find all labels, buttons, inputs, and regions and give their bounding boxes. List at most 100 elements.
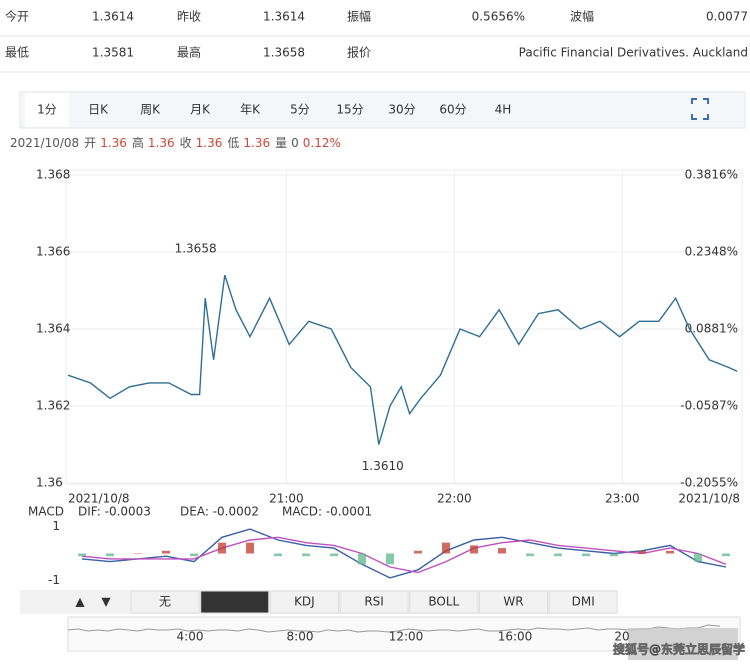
info-line: 2021/10/08 开 1.36 高 1.36 收 1.36 低 1.36 量 0 0.12%: [10, 135, 341, 150]
stat-value: 0.0077: [706, 10, 748, 24]
macd-bar: [274, 553, 282, 557]
tab[interactable]: 15分: [336, 103, 363, 117]
indicator-tab-active[interactable]: [200, 590, 270, 614]
arrow-button[interactable]: ▲: [75, 595, 85, 609]
legend-entry: MACD: -0.0001: [282, 505, 372, 519]
macd-bar: [554, 553, 562, 557]
tab[interactable]: 日K: [88, 103, 109, 117]
info-text: 2021/10/08: [10, 136, 79, 150]
legend-entry: DIF: -0.0003: [78, 505, 151, 519]
macd-bar: [666, 550, 674, 554]
tab[interactable]: 1分: [37, 103, 57, 117]
info-text: 量: [275, 136, 287, 150]
fullscreen-icon[interactable]: [691, 98, 709, 120]
stat-label: 最高: [177, 45, 201, 60]
x-tick-label: 2021/10/8: [678, 492, 740, 506]
y-tick-label: 1.364: [36, 322, 70, 336]
annotation: 1.3610: [362, 459, 404, 473]
x-tick-label: 2021/10/8: [68, 492, 130, 506]
stat-value: 0.5656%: [472, 10, 525, 24]
stat-label: 振幅: [347, 9, 371, 24]
stat-label: 报价: [347, 45, 371, 60]
macd-bar: [358, 553, 366, 565]
tab-active-bg[interactable]: [25, 93, 69, 127]
macd-bar: [470, 545, 478, 554]
stat-value: 1.3581: [92, 46, 134, 60]
y-tick-label: 1.36: [36, 476, 63, 490]
macd-bar: [498, 548, 506, 554]
macd-bar: [218, 542, 226, 554]
arrow-button[interactable]: ▼: [101, 595, 111, 609]
navigator-label: 8:00: [287, 630, 314, 644]
indicator-tab[interactable]: [548, 590, 618, 614]
indicator-tab-label[interactable]: 无: [159, 595, 171, 609]
tab[interactable]: 4H: [495, 103, 512, 117]
y2-tick-label: 0.0881%: [685, 321, 738, 335]
macd-bar: [106, 553, 114, 557]
y2-tick-label: 0.3816%: [685, 168, 738, 182]
macd-bar: [610, 553, 618, 557]
macd-line: [81, 536, 727, 574]
info-text: 0.12%: [303, 136, 341, 150]
macd-bar: [694, 553, 702, 562]
stat-value: Pacific Financial Derivatives. Auckland: [519, 46, 748, 60]
plot-frame: [65, 169, 743, 485]
watermark: 搜狐号@东莞立思辰留学: [613, 642, 745, 657]
macd-bar: [162, 550, 170, 554]
indicator-tab-label[interactable]: BOLL: [428, 595, 459, 609]
macd-line: [81, 528, 727, 579]
macd-bar: [526, 553, 534, 557]
info-text: 1.36: [100, 136, 127, 150]
macd-bar: [386, 553, 394, 565]
stat-label: 昨收: [177, 10, 201, 24]
info-text: 低: [227, 136, 239, 150]
y2-tick-label: -0.2055%: [680, 476, 738, 490]
legend-entry: DEA: -0.0002: [180, 505, 259, 519]
info-text: 高: [132, 135, 144, 150]
indicator-tab-label[interactable]: DMI: [572, 595, 595, 609]
x-tick-label: 23:00: [605, 492, 640, 506]
macd-title: MACD: [28, 505, 64, 519]
info-text: 开: [84, 136, 96, 150]
indicator-tab-label[interactable]: MACD: [217, 595, 253, 609]
indicator-tab[interactable]: [269, 590, 339, 614]
y2-tick-label: -0.0587%: [680, 398, 738, 412]
info-text: 1.36: [243, 136, 270, 150]
macd-tick-label: 1: [52, 519, 60, 533]
macd-bar: [190, 553, 198, 557]
indicator-tab-label[interactable]: KDJ: [294, 595, 315, 609]
stat-label: 最低: [5, 46, 29, 60]
indicator-tab[interactable]: [130, 590, 200, 614]
tab[interactable]: 周K: [140, 103, 161, 117]
navigator-label: 20: [614, 630, 629, 644]
macd-tick-label: -1: [48, 573, 60, 587]
stat-value: 1.3614: [92, 10, 134, 24]
indicator-tab-label[interactable]: WR: [503, 595, 523, 609]
indicator-tab-label[interactable]: RSI: [364, 595, 384, 609]
stat-label: 波幅: [570, 9, 594, 24]
tab[interactable]: 5分: [290, 103, 310, 117]
indicator-tab[interactable]: [479, 590, 548, 614]
tab-bar: [19, 91, 746, 129]
macd-bar: [246, 542, 254, 554]
macd-bar: [442, 542, 450, 554]
tab[interactable]: 月K: [190, 103, 211, 117]
indicator-tab[interactable]: [409, 590, 479, 614]
tab[interactable]: 60分: [439, 103, 466, 117]
y-tick-label: 1.362: [36, 399, 70, 413]
tab[interactable]: 年K: [240, 103, 261, 117]
y-tick-label: 1.368: [36, 168, 70, 182]
indicator-tab[interactable]: [339, 590, 409, 614]
tab[interactable]: 30分: [388, 103, 415, 117]
macd-bar: [78, 553, 86, 557]
annotation: 1.3658: [175, 242, 217, 256]
blur-patch: [628, 628, 738, 660]
info-text: 收: [180, 136, 192, 150]
stat-label: 今开: [5, 9, 29, 24]
x-tick-label: 22:00: [437, 492, 472, 506]
macd-bar: [414, 550, 422, 554]
info-text: 1.36: [196, 136, 223, 150]
macd-bar: [638, 550, 646, 554]
price-line: [67, 274, 738, 445]
